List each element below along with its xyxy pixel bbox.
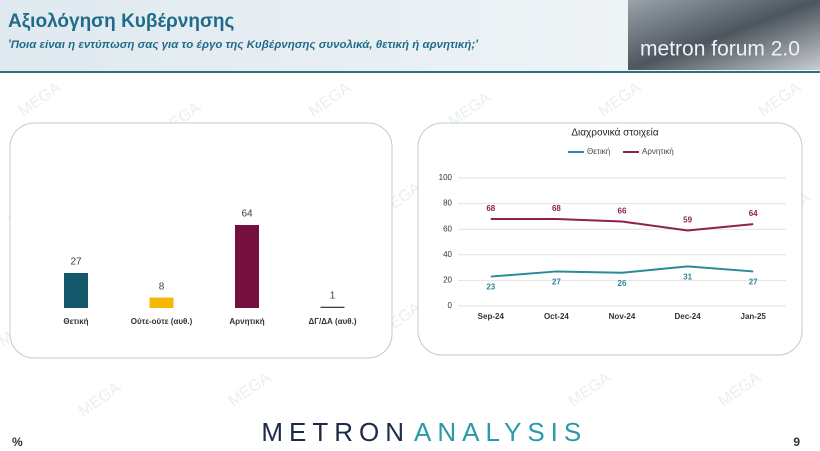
bar xyxy=(64,272,88,308)
series-line xyxy=(490,265,754,278)
chart-box xyxy=(417,122,803,356)
data-label: 64 xyxy=(749,209,758,218)
bar xyxy=(320,306,345,308)
watermark: MEGA xyxy=(76,379,125,420)
watermark: MEGA xyxy=(716,369,765,410)
y-tick-label: 60 xyxy=(443,224,452,233)
x-tick-label: Nov-24 xyxy=(609,312,636,321)
x-tick-label: Dec-24 xyxy=(674,312,701,321)
watermark: MEGA xyxy=(16,79,65,120)
brand-right: ANALYSIS xyxy=(414,417,587,447)
y-tick-label: 100 xyxy=(439,173,453,182)
charts: 27 Θετική 8 Ούτε-ούτε (αυθ.) 64 Αρνητική 1 ΔΓ/Δ… xyxy=(63,127,786,326)
chart-box xyxy=(9,122,393,359)
data-label: 26 xyxy=(618,279,627,288)
unit-note: % xyxy=(12,435,23,449)
bar xyxy=(235,225,259,308)
data-label: 1 xyxy=(330,290,336,301)
data-label: 8 xyxy=(159,281,165,292)
x-tick-label: Ούτε-ούτε (αυθ.) xyxy=(131,317,193,326)
chart-title: Διαχρονικά στοιχεία xyxy=(571,127,659,139)
data-label: 31 xyxy=(683,272,692,281)
watermark: MEGA xyxy=(226,369,275,410)
watermark: MEGA xyxy=(306,79,355,120)
y-tick-label: 20 xyxy=(443,276,452,285)
x-tick-label: ΔΓ/ΔΑ (αυθ.) xyxy=(309,317,357,326)
bar xyxy=(149,297,174,308)
data-label: 27 xyxy=(749,278,758,287)
legend-label: Αρνητική xyxy=(642,147,674,156)
brand-left: METRON xyxy=(261,417,410,447)
data-label: 68 xyxy=(552,204,561,213)
watermark: MEGA xyxy=(596,79,645,120)
data-label: 59 xyxy=(683,216,692,225)
watermark: MEGA xyxy=(756,79,805,120)
header-title: Αξιολόγηση Κυβέρνησης xyxy=(8,11,235,32)
data-label: 64 xyxy=(241,209,253,220)
data-label: 66 xyxy=(618,207,627,216)
data-label: 27 xyxy=(552,278,561,287)
logo-text: metron forum 2.0 xyxy=(640,38,800,61)
x-tick-label: Sep-24 xyxy=(478,312,505,321)
x-tick-label: Αρνητική xyxy=(229,317,264,326)
y-tick-label: 80 xyxy=(443,199,452,208)
data-label: 68 xyxy=(486,204,495,213)
series-line xyxy=(490,217,754,232)
page-number: 9 xyxy=(793,435,800,449)
legend-label: Θετική xyxy=(587,147,610,156)
data-label: 27 xyxy=(70,257,82,268)
x-tick-label: Θετική xyxy=(63,317,88,326)
watermark: MEGA xyxy=(566,369,615,410)
header-subtitle: 'Ποια είναι η εντύπωση σας για το έργο τ… xyxy=(8,39,479,51)
x-tick-label: Oct-24 xyxy=(544,312,569,321)
x-tick-label: Jan-25 xyxy=(741,312,767,321)
y-tick-label: 40 xyxy=(443,250,452,259)
logo-image xyxy=(628,0,820,70)
data-label: 23 xyxy=(486,283,495,292)
y-tick-label: 0 xyxy=(448,301,453,310)
